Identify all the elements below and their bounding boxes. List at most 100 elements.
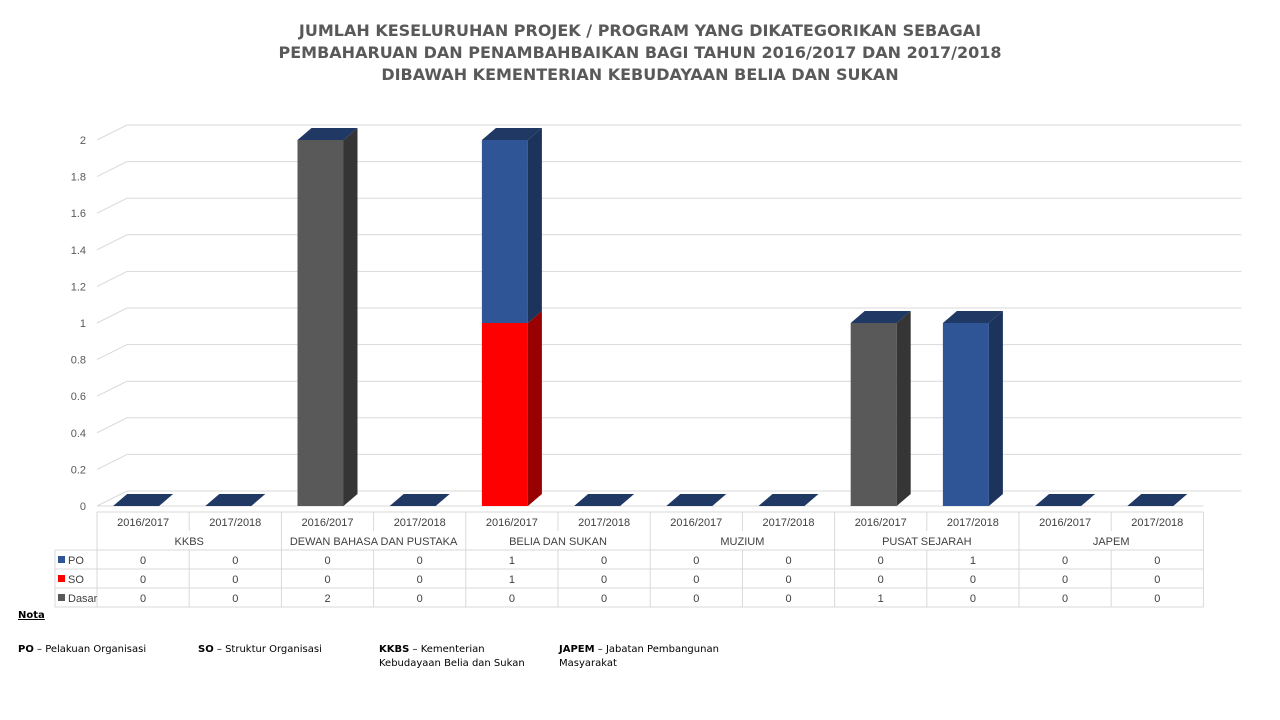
- notes-heading: Nota: [18, 610, 45, 621]
- x-category-label: 2016/2017: [855, 517, 907, 529]
- data-label: 0: [693, 555, 699, 567]
- x-category-label: 2016/2017: [1039, 517, 1091, 529]
- chart-title-line-1: JUMLAH KESELURUHAN PROJEK / PROGRAM YANG…: [298, 21, 982, 40]
- bar-top-cap: [1035, 494, 1096, 506]
- bar-top-cap: [1127, 494, 1188, 506]
- data-label: 0: [1062, 574, 1068, 586]
- bar-top-cap: [113, 494, 174, 506]
- note-po-text: Pelakuan Organisasi: [45, 644, 147, 655]
- data-label: 0: [785, 593, 791, 605]
- note-japem-key: JAPEM: [559, 644, 595, 655]
- y-tick-label: 0.2: [71, 464, 86, 476]
- bar-chart: 0 0.2 0.4 0.6 0.8 1 1.2 1.4 1.6 1.8 2 2016/2017 2017…: [54, 124, 1242, 608]
- note-so-text: Struktur Organisasi: [225, 644, 322, 655]
- x-group-label: KKBS: [175, 536, 204, 548]
- data-label: 0: [417, 574, 423, 586]
- bar-dasar: [297, 140, 344, 506]
- bar-top-cap: [481, 128, 542, 140]
- note-japem-text: Jabatan Pembangunan Masyarakat: [559, 644, 719, 669]
- note-kkbs-text: Kementerian Kebudayaan Belia dan Sukan: [379, 644, 525, 669]
- data-label: 0: [140, 593, 146, 605]
- bar-top-cap: [666, 494, 727, 506]
- data-label: 0: [785, 555, 791, 567]
- data-label: 0: [417, 555, 423, 567]
- y-tick-label: 0: [80, 501, 86, 513]
- data-label: 0: [601, 593, 607, 605]
- x-group-label: JAPEM: [1093, 536, 1130, 548]
- x-category-label: 2017/2018: [1131, 517, 1183, 529]
- data-label: 1: [970, 555, 976, 567]
- note-so: SO – Struktur Organisasi: [198, 644, 322, 655]
- legend-label-so: SO: [68, 574, 84, 586]
- bar-top-cap: [297, 128, 358, 140]
- chart-title-line-3: DIBAWAH KEMENTERIAN KEBUDAYAAN BELIA DAN…: [381, 65, 899, 84]
- gridline-diagonal: [96, 124, 128, 141]
- data-label: 0: [1062, 555, 1068, 567]
- data-label: 0: [140, 574, 146, 586]
- x-category-label: 2017/2018: [763, 517, 815, 529]
- gridline-diagonal: [96, 161, 128, 178]
- gridline-diagonal: [96, 380, 128, 397]
- data-label: 0: [785, 574, 791, 586]
- data-label: 0: [509, 593, 515, 605]
- data-label: 1: [509, 555, 515, 567]
- data-label: 0: [324, 574, 330, 586]
- y-tick-label: 0.4: [71, 428, 86, 440]
- data-label: 0: [232, 574, 238, 586]
- data-label: 0: [878, 555, 884, 567]
- data-label: 0: [693, 593, 699, 605]
- bar-po: [942, 323, 989, 506]
- x-group-label: BELIA DAN SUKAN: [509, 536, 607, 548]
- y-tick-label: 0.8: [71, 355, 86, 367]
- bar-side-po: [527, 128, 542, 323]
- gridline-diagonal: [96, 453, 128, 470]
- data-label: 0: [232, 593, 238, 605]
- gridline-diagonal: [96, 234, 128, 251]
- bar-so: [481, 323, 528, 506]
- x-group-label: MUZIUM: [720, 536, 764, 548]
- note-po-key: PO: [18, 644, 34, 655]
- gridline-diagonal: [96, 307, 128, 324]
- y-tick-label: 1.6: [71, 208, 86, 220]
- data-label: 0: [970, 574, 976, 586]
- gridline-diagonal: [96, 344, 128, 361]
- data-label: 0: [417, 593, 423, 605]
- x-category-label: 2016/2017: [670, 517, 722, 529]
- bar-top-cap: [205, 494, 266, 506]
- legend-key-so: [58, 575, 65, 582]
- data-label: 0: [232, 555, 238, 567]
- x-category-label: 2017/2018: [209, 517, 261, 529]
- data-label: 0: [693, 574, 699, 586]
- notes-section: Nota PO – Pelakuan Organisasi SO – Struk…: [18, 610, 778, 680]
- y-tick-label: 1: [80, 318, 86, 330]
- data-label: 0: [140, 555, 146, 567]
- bar-side-dasar: [896, 311, 911, 506]
- y-tick-label: 0.6: [71, 391, 86, 403]
- legend-key-po: [58, 556, 65, 563]
- data-label: 1: [509, 574, 515, 586]
- x-group-label: DEWAN BAHASA DAN PUSTAKA: [290, 536, 458, 548]
- data-label: 0: [601, 555, 607, 567]
- x-category-label: 2017/2018: [947, 517, 999, 529]
- chart-title-line-2: PEMBAHARUAN DAN PENAMBAHBAIKAN BAGI TAHU…: [278, 43, 1002, 62]
- note-po: PO – Pelakuan Organisasi: [18, 644, 147, 655]
- bar-top-cap: [574, 494, 635, 506]
- bar-side-po: [988, 311, 1003, 506]
- bar-po: [481, 140, 528, 323]
- gridline-diagonal: [96, 270, 128, 287]
- x-group-label: PUSAT SEJARAH: [882, 536, 972, 548]
- x-category-label: 2016/2017: [302, 517, 354, 529]
- data-label: 0: [1154, 574, 1160, 586]
- bar-side-dasar: [343, 128, 358, 506]
- bar-side-so: [527, 311, 542, 506]
- y-tick-label: 2: [80, 135, 86, 147]
- y-tick-label: 1.2: [71, 281, 86, 293]
- chart-title: JUMLAH KESELURUHAN PROJEK / PROGRAM YANG…: [0, 20, 1280, 86]
- x-category-label: 2017/2018: [578, 517, 630, 529]
- data-label: 0: [878, 574, 884, 586]
- bar-dasar: [850, 323, 897, 506]
- data-label: 2: [324, 593, 330, 605]
- bar-top-cap: [942, 311, 1003, 323]
- data-label: 0: [324, 555, 330, 567]
- note-kkbs-key: KKBS: [379, 644, 410, 655]
